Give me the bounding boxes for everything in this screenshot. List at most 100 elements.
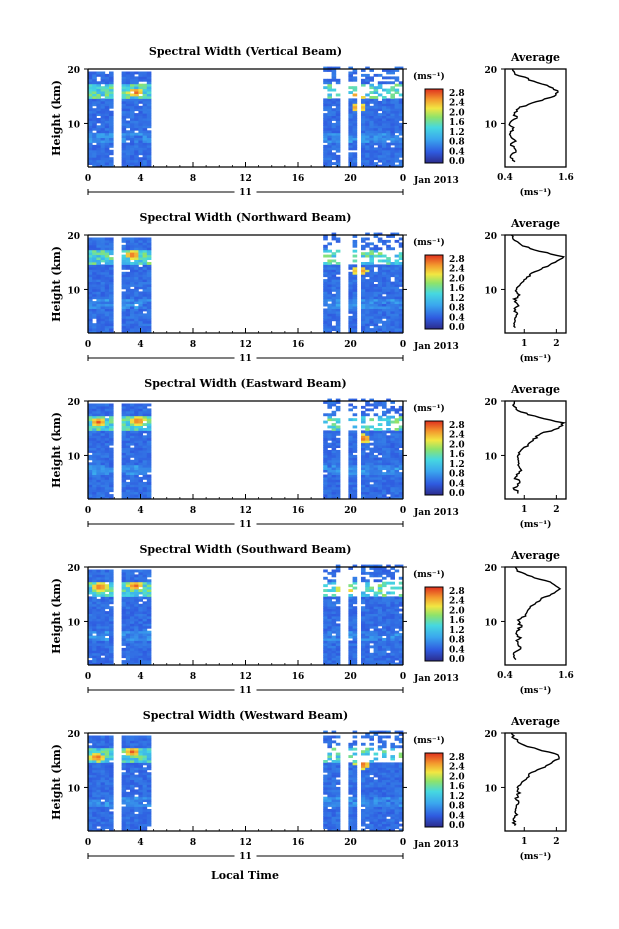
heatmap-cell — [390, 628, 395, 632]
heatmap-cell — [390, 323, 395, 327]
heatmap-cell — [323, 467, 328, 470]
heatmap-cell — [146, 623, 152, 627]
heatmap-cells — [88, 66, 404, 168]
heatmap-cell — [327, 254, 332, 258]
heatmap-cell — [377, 579, 383, 583]
heatmap-cell — [92, 157, 97, 161]
heatmap-cell — [88, 481, 93, 485]
heatmap-cell — [125, 408, 131, 412]
heatmap-cell — [104, 457, 110, 461]
heatmap-cell — [365, 581, 370, 585]
heatmap-cell — [125, 247, 131, 251]
day-label: 11 — [239, 354, 252, 364]
heatmap-cell — [130, 108, 135, 112]
heatmap-cell — [390, 472, 395, 475]
heatmap-cell — [373, 437, 379, 441]
heatmap-cell — [125, 105, 131, 109]
heatmap-cell — [88, 78, 93, 82]
heatmap-cell — [100, 452, 106, 456]
heatmap-cell — [88, 811, 93, 815]
heatmap-cell — [331, 479, 337, 483]
heatmap-cell — [361, 110, 366, 114]
heatmap-cell — [335, 613, 341, 617]
heatmap-cell — [382, 491, 387, 495]
colorbar-unit: (ms⁻¹) — [413, 569, 445, 580]
heatmap-cell — [365, 445, 370, 448]
heatmap-cell — [348, 157, 353, 161]
heatmap-cell — [331, 100, 337, 104]
heatmap-cell — [335, 147, 341, 151]
heatmap-cell — [104, 742, 110, 746]
heatmap-cell — [88, 618, 93, 622]
heatmap-cell — [92, 459, 97, 463]
heatmap-cell — [130, 591, 135, 595]
heatmap-cell — [382, 623, 387, 627]
heatmap-cell — [373, 100, 379, 104]
heatmap-cell — [92, 271, 97, 275]
heatmap-cell — [365, 625, 370, 629]
heatmap-cell — [109, 450, 114, 453]
heatmap-cell — [382, 581, 387, 585]
heatmap-cell — [92, 620, 97, 624]
heatmap-cell — [327, 113, 332, 116]
heatmap-cell — [96, 108, 101, 112]
heatmap-cell — [390, 149, 395, 153]
heatmap-cell — [352, 491, 358, 495]
heatmap-cell — [386, 127, 391, 131]
heatmap-cell — [142, 132, 148, 136]
heatmap-cell — [323, 660, 328, 663]
heatmap-cell — [138, 113, 143, 116]
heatmap-cell — [348, 462, 353, 466]
heatmap-cell — [104, 601, 110, 605]
heatmap-cell — [142, 249, 148, 253]
heatmap-cell — [134, 476, 139, 480]
heatmap-cell — [88, 796, 93, 800]
heatmap-cell — [134, 806, 139, 810]
heatmap-cell — [125, 276, 131, 280]
heatmap-cell — [348, 818, 353, 822]
heatmap-cell — [130, 430, 135, 434]
heatmap-cell — [138, 279, 143, 282]
heatmap-cell — [377, 645, 383, 649]
heatmap-cell — [134, 413, 139, 417]
heatmap-cell — [335, 120, 341, 124]
heatmap-cell — [142, 745, 148, 749]
heatmap-cell — [146, 454, 152, 458]
heatmap-cell — [125, 809, 131, 812]
heatmap-cell — [142, 450, 148, 453]
heatmap-cell — [352, 315, 358, 319]
heatmap-cell — [138, 257, 143, 260]
colorbar-tick-label: 1.6 — [449, 616, 465, 626]
heatmap-cell — [386, 450, 391, 453]
heatmap-cell — [369, 398, 374, 402]
heatmap-cell — [109, 467, 114, 470]
heatmap-cell — [386, 618, 391, 622]
heatmap-cell — [100, 606, 106, 610]
heatmap-cell — [125, 618, 131, 622]
heatmap-cell — [109, 769, 114, 773]
heatmap-cell — [382, 313, 387, 317]
heatmap-cell — [109, 71, 114, 75]
heatmap-cell — [369, 113, 374, 116]
heatmap-cell — [134, 249, 139, 253]
heatmap-cell — [146, 328, 152, 331]
heatmap-cell — [327, 132, 332, 136]
heatmap-cell — [348, 625, 353, 629]
heatmap-cell — [142, 608, 148, 612]
heatmap-cell — [109, 296, 114, 300]
heatmap-cell — [92, 149, 97, 153]
heatmap-cell — [386, 125, 391, 129]
heatmap-cell — [142, 159, 148, 163]
heatmap-cell — [138, 252, 143, 256]
heatmap-cell — [138, 476, 143, 480]
heatmap-cell — [361, 100, 366, 104]
heatmap-cell — [142, 767, 148, 771]
heatmap-cell — [134, 494, 139, 497]
heatmap-cell — [382, 320, 387, 324]
heatmap-cell — [335, 767, 341, 771]
heatmap-cell — [377, 159, 383, 163]
heatmap-cell — [382, 76, 387, 80]
heatmap-cell — [88, 425, 93, 429]
heatmap-cell — [121, 569, 127, 573]
heatmap-cell — [88, 589, 93, 592]
